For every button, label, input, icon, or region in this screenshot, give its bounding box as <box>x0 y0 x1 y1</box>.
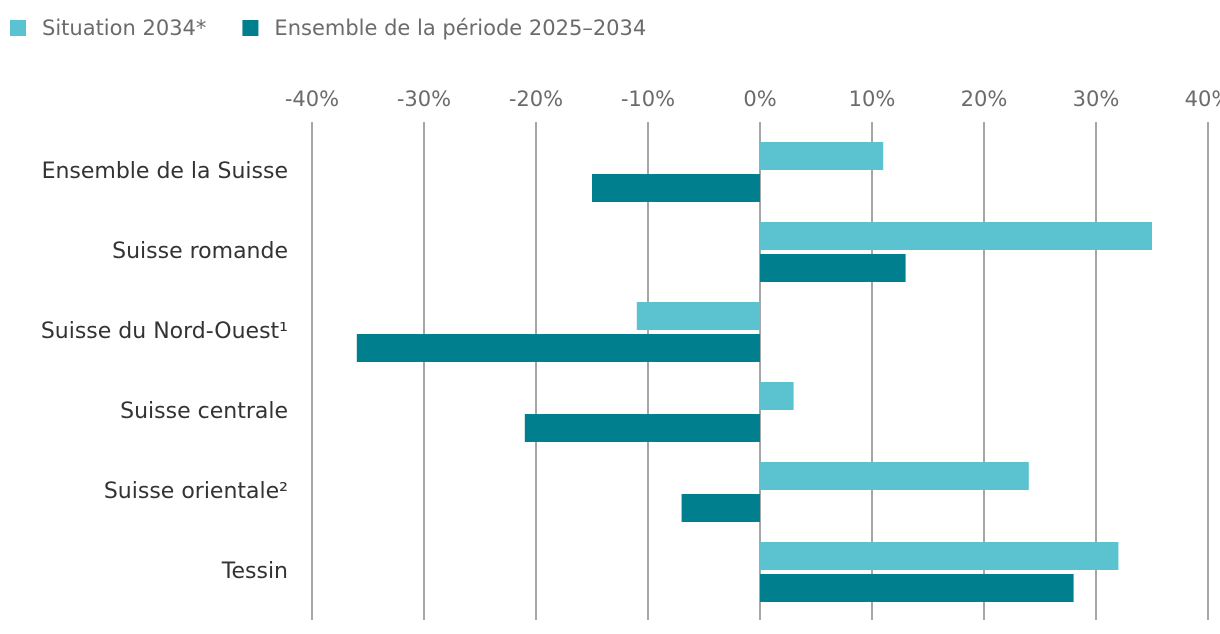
bar <box>760 382 794 410</box>
bar <box>760 574 1074 602</box>
y-tick-label: Suisse romande <box>112 239 288 264</box>
x-tick-label: 10% <box>849 87 896 111</box>
bar <box>760 254 906 282</box>
bar <box>760 542 1119 570</box>
legend-swatch <box>10 20 26 36</box>
bar <box>356 334 760 362</box>
x-tick-label: -10% <box>621 87 675 111</box>
x-tick-label: 40% <box>1185 87 1220 111</box>
y-tick-label: Suisse centrale <box>120 399 288 424</box>
legend-label: Situation 2034* <box>42 16 206 40</box>
x-tick-label: -20% <box>509 87 563 111</box>
bar <box>524 414 760 442</box>
bar <box>636 302 760 330</box>
x-tick-label: -40% <box>285 87 339 111</box>
legend-swatch <box>242 20 259 36</box>
x-tick-label: 20% <box>961 87 1008 111</box>
x-tick-label: 30% <box>1073 87 1120 111</box>
legend-label: Ensemble de la période 2025–2034 <box>274 16 646 40</box>
x-tick-label: 0% <box>743 87 776 111</box>
bar <box>592 174 760 202</box>
y-tick-label: Suisse du Nord-Ouest¹ <box>41 319 288 344</box>
y-tick-label: Suisse orientale² <box>104 479 288 504</box>
bar <box>681 494 760 522</box>
y-tick-label: Ensemble de la Suisse <box>42 159 288 184</box>
x-tick-label: -30% <box>397 87 451 111</box>
y-tick-label: Tessin <box>221 559 288 584</box>
bar <box>760 142 884 170</box>
bar <box>760 462 1029 490</box>
bar <box>760 222 1152 250</box>
